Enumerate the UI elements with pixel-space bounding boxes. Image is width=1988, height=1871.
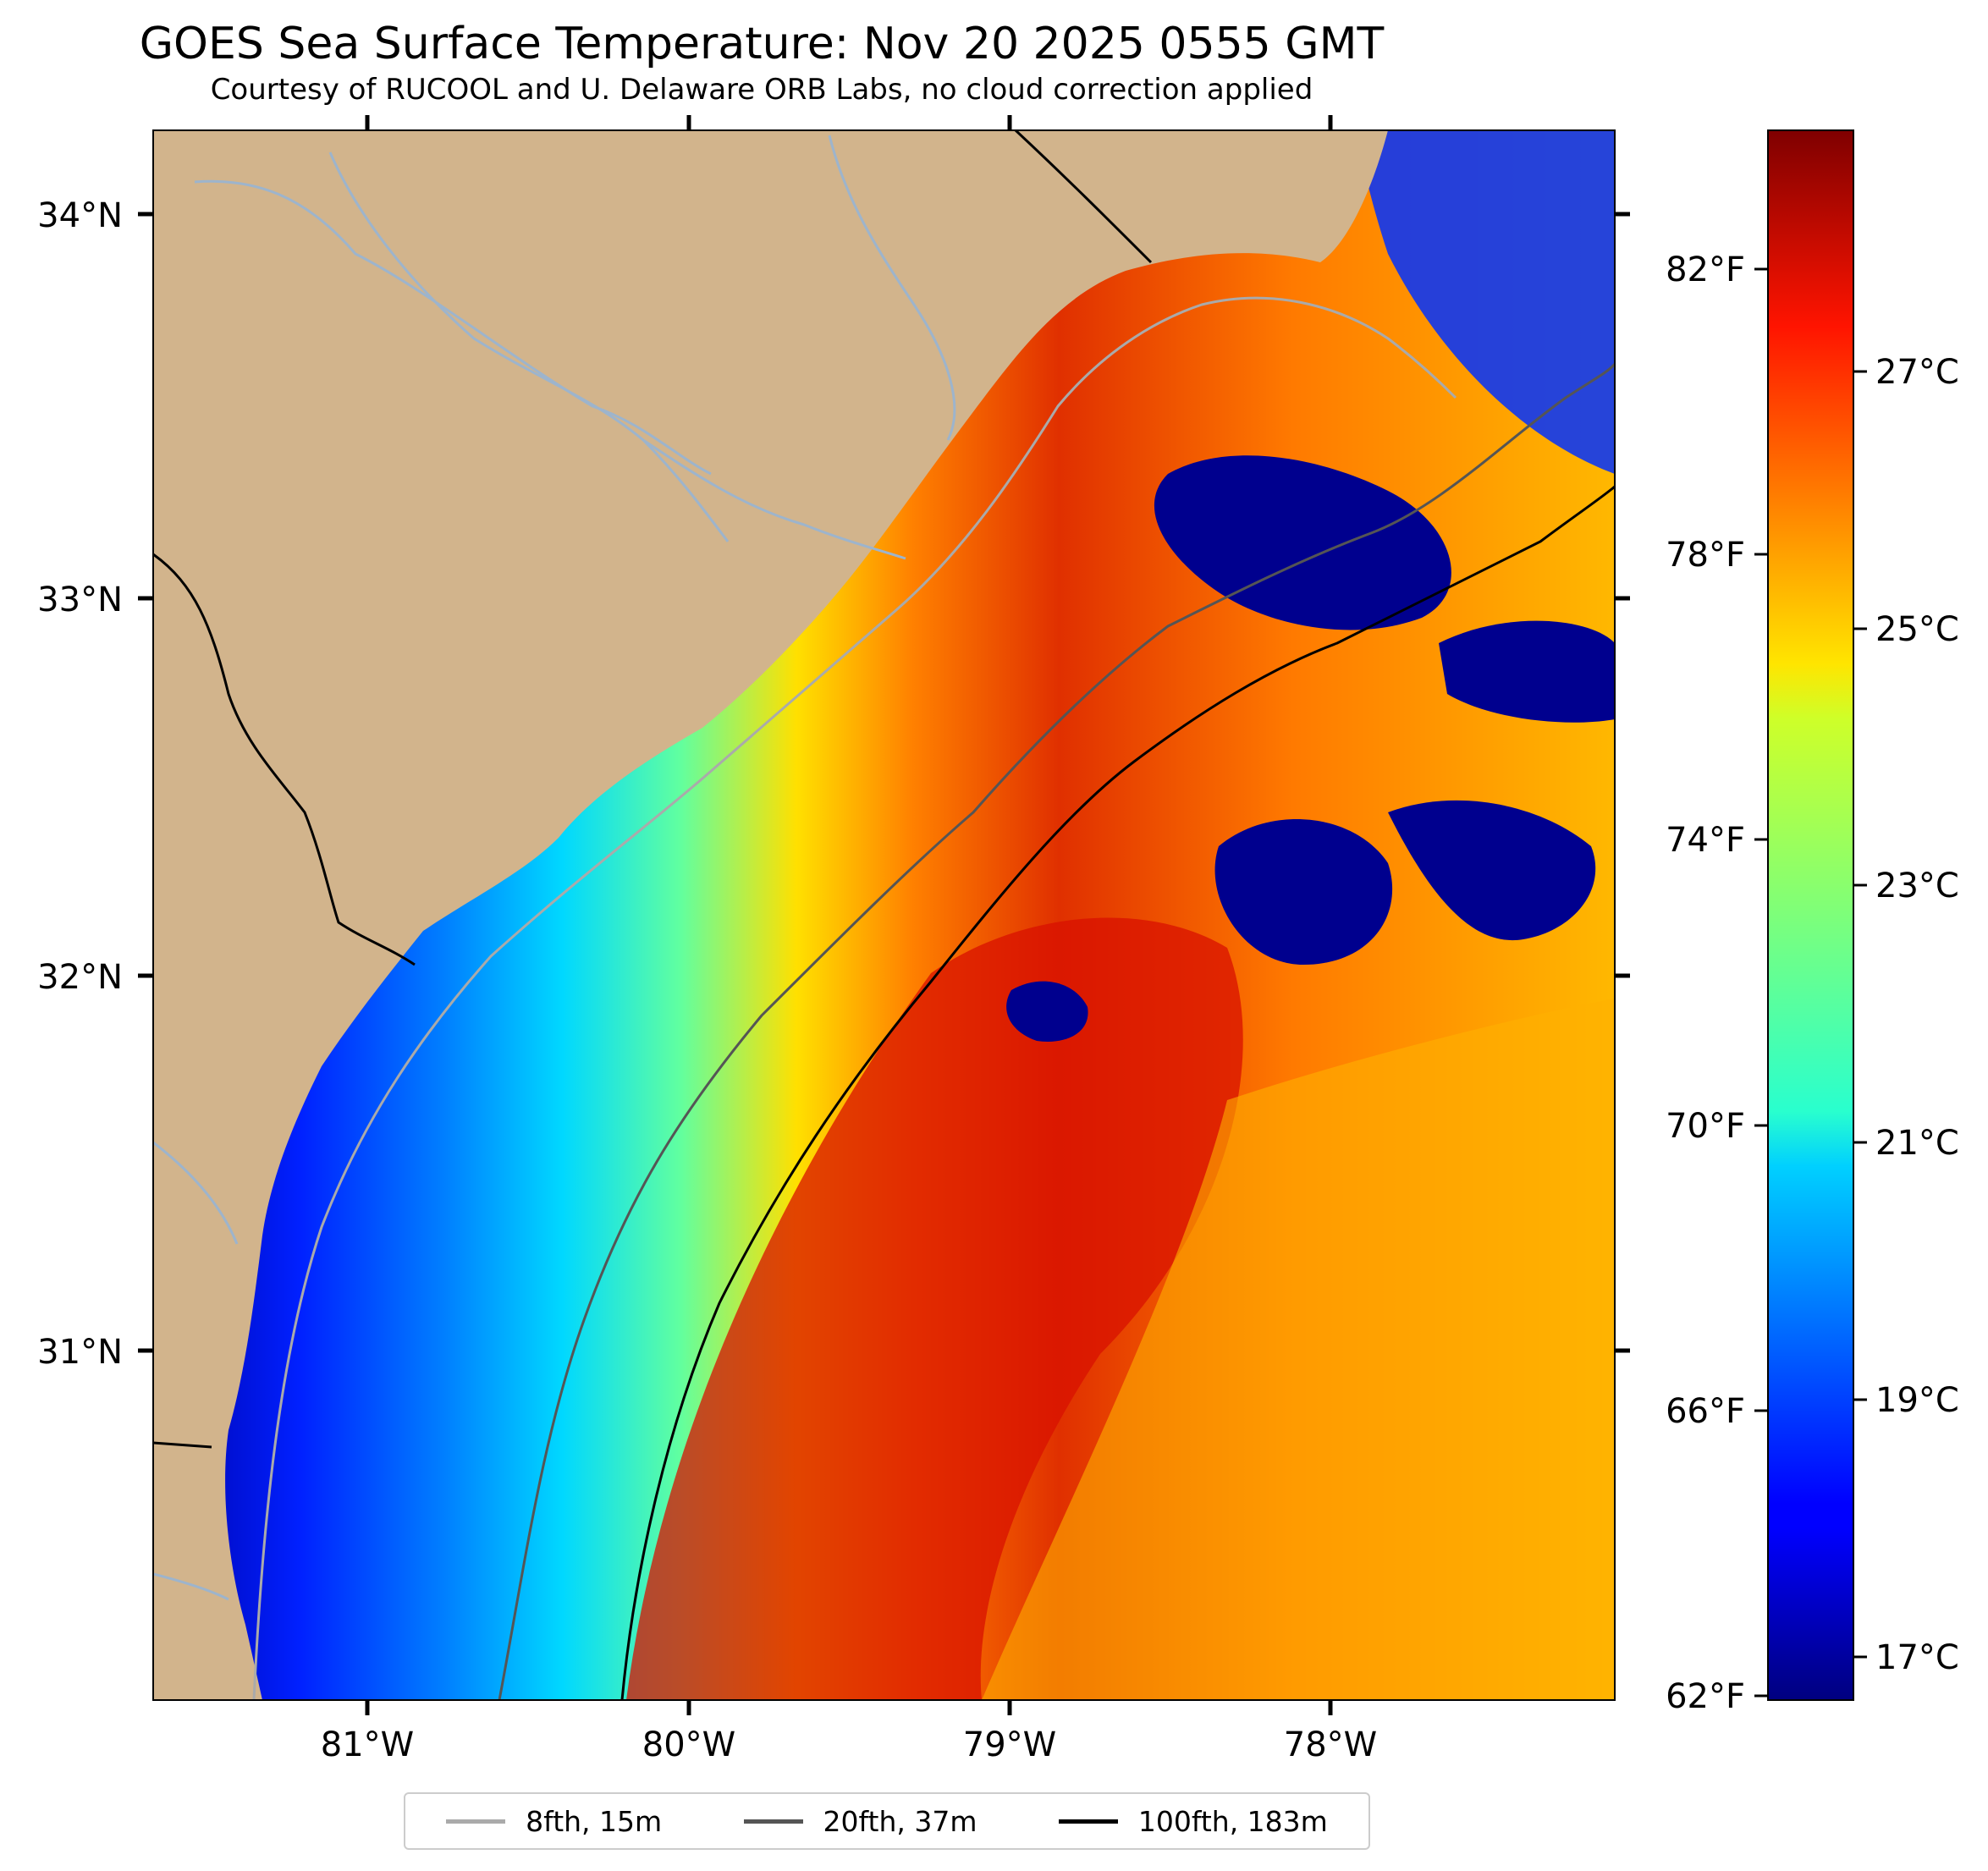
map-panel	[153, 130, 1615, 1700]
map-subtitle: Courtesy of RUCOOL and U. Delaware ORB L…	[210, 73, 1313, 107]
colorbar-c-label-21: 21°C	[1875, 1124, 1959, 1163]
colorbar-f-label-78: 78°F	[1666, 536, 1745, 575]
cold-patch-central	[1214, 818, 1393, 965]
colorbar-f-label-70: 70°F	[1666, 1107, 1745, 1146]
legend-item-100fth: 100fth, 183m	[1058, 1804, 1328, 1838]
colorbar	[1767, 129, 1854, 1701]
lon-tick-label-78w: 78°W	[1284, 1725, 1377, 1764]
offshore-warm-region	[982, 999, 1615, 1700]
isobath-legend: 8fth, 15m 20fth, 37m 100fth, 183m	[404, 1792, 1370, 1850]
colorbar-f-label-66: 66°F	[1666, 1392, 1745, 1431]
colorbar-fahrenheit-ticks	[1754, 267, 1768, 1698]
lat-axis	[138, 212, 1630, 1353]
lat-tick-label-34: 34°N	[37, 196, 123, 235]
legend-label-100fth: 100fth, 183m	[1137, 1804, 1328, 1838]
cold-patch-east	[1388, 800, 1596, 941]
land-mass	[153, 130, 1388, 1700]
legend-label-8fth: 8fth, 15m	[526, 1804, 663, 1838]
cold-patch-north	[1154, 455, 1451, 630]
legend-item-20fth: 20fth, 37m	[743, 1804, 977, 1838]
colorbar-f-label-62: 62°F	[1666, 1677, 1745, 1716]
cool-water-northeast	[1354, 130, 1615, 474]
colorbar-c-label-23: 23°C	[1875, 867, 1959, 905]
map-title: GOES Sea Surface Temperature: Nov 20 202…	[139, 19, 1385, 69]
colorbar-f-label-74: 74°F	[1666, 821, 1745, 860]
colorbar-f-label-82: 82°F	[1666, 250, 1745, 289]
lon-tick-label-79w: 79°W	[963, 1725, 1056, 1764]
legend-swatch-8fth	[446, 1819, 506, 1824]
legend-swatch-100fth	[1058, 1819, 1118, 1824]
legend-item-8fth: 8fth, 15m	[446, 1805, 662, 1838]
isobath-20fth	[498, 363, 1615, 1700]
colorbar-c-label-27: 27°C	[1875, 353, 1959, 392]
map-frame	[152, 129, 1616, 1701]
gulf-stream-core	[626, 917, 1243, 1700]
lat-tick-label-32: 32°N	[37, 958, 123, 997]
lat-tick-label-33: 33°N	[37, 581, 123, 619]
colorbar-c-label-25: 25°C	[1875, 610, 1959, 649]
legend-swatch-20fth	[743, 1819, 803, 1824]
lat-tick-label-31: 31°N	[37, 1333, 123, 1372]
lon-axis	[365, 115, 1333, 1715]
lon-tick-label-80w: 80°W	[642, 1725, 735, 1764]
colorbar-c-label-17: 17°C	[1875, 1638, 1959, 1677]
rivers	[153, 135, 956, 1601]
isobath-100fth	[620, 485, 1615, 1700]
colorbar-c-label-19: 19°C	[1875, 1381, 1959, 1420]
lon-tick-label-81w: 81°W	[321, 1725, 414, 1764]
cold-patch-small	[1006, 981, 1088, 1042]
legend-label-20fth: 20fth, 37m	[823, 1804, 977, 1838]
colorbar-celsius-ticks	[1853, 370, 1867, 1659]
state-borders	[153, 130, 1153, 1449]
cold-patch-northeast	[1439, 620, 1615, 723]
isobath-8fth	[252, 296, 1457, 1700]
